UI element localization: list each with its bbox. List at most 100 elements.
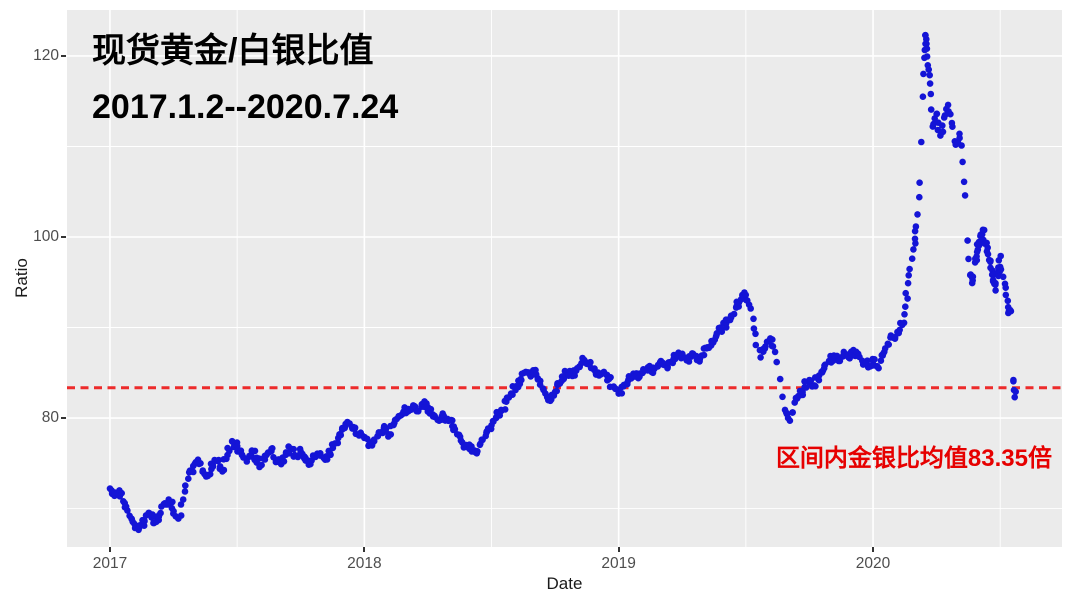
data-point	[999, 273, 1007, 281]
data-point	[961, 192, 969, 199]
data-point	[157, 509, 164, 517]
data-point	[177, 501, 185, 508]
data-point	[959, 158, 966, 166]
data-point	[960, 178, 968, 186]
data-point	[911, 235, 919, 243]
data-point	[206, 470, 214, 478]
data-point	[877, 357, 885, 365]
data-point	[992, 279, 999, 287]
plot-panel: 现货黄金/白银比值 2017.1.2--2020.7.24 区间内金银比均值83…	[67, 10, 1062, 547]
data-point	[411, 402, 418, 410]
data-point	[947, 110, 954, 118]
data-point	[747, 305, 754, 312]
data-point	[730, 310, 738, 318]
data-point	[251, 447, 259, 455]
x-axis-tick-label: 2017	[92, 555, 128, 572]
data-point	[233, 442, 241, 450]
data-point	[783, 409, 790, 417]
data-point	[912, 223, 920, 230]
data-point	[179, 496, 187, 503]
mean-line-annotation: 区间内金银比均值83.35倍	[775, 445, 1052, 472]
data-point	[896, 326, 903, 334]
data-point	[664, 364, 671, 372]
data-point	[587, 358, 594, 366]
y-axis-tick-label: 120	[33, 46, 59, 64]
data-point	[949, 123, 956, 130]
data-point	[923, 40, 930, 48]
y-axis-tick-label: 80	[41, 409, 59, 427]
data-point	[685, 358, 693, 365]
y-axis-tick-mark	[61, 417, 66, 420]
data-point	[1010, 378, 1017, 385]
data-point	[750, 315, 757, 323]
data-point	[773, 358, 780, 366]
data-point	[169, 498, 176, 506]
data-point	[118, 489, 125, 497]
data-point	[984, 250, 992, 258]
data-point	[920, 70, 927, 78]
x-axis-tick-label: 2018	[347, 555, 382, 572]
data-point	[337, 431, 345, 439]
data-point	[779, 393, 786, 401]
data-point	[742, 291, 750, 299]
data-point	[786, 417, 794, 425]
data-point	[997, 266, 1005, 273]
data-point	[906, 265, 913, 273]
data-point	[215, 456, 222, 464]
data-point	[904, 279, 912, 287]
data-point	[984, 244, 991, 251]
data-point	[939, 122, 946, 129]
chart-title: 现货黄金/白银比值	[92, 32, 374, 70]
data-point	[923, 45, 931, 52]
data-point	[875, 364, 882, 372]
data-point	[757, 354, 764, 361]
data-point	[926, 80, 934, 87]
data-point	[141, 517, 148, 525]
data-point	[776, 375, 784, 383]
data-point	[185, 475, 192, 483]
data-point	[918, 138, 925, 146]
data-point	[1011, 393, 1018, 401]
data-point	[518, 376, 525, 384]
data-point	[370, 437, 378, 445]
x-axis-tick-mark	[108, 547, 111, 552]
x-axis-tick-label: 2020	[855, 555, 891, 572]
data-point	[607, 374, 614, 381]
data-point	[885, 341, 892, 348]
data-point	[382, 426, 390, 433]
data-point	[919, 93, 927, 100]
data-point	[992, 287, 999, 294]
data-point	[997, 252, 1004, 260]
y-axis-tick-mark	[61, 236, 66, 238]
data-point	[1002, 284, 1009, 292]
x-axis-title: Date	[546, 574, 583, 593]
plot-canvas	[67, 10, 1062, 547]
data-point	[750, 325, 758, 332]
data-point	[980, 226, 988, 234]
data-point	[900, 319, 908, 327]
data-point	[1002, 291, 1010, 299]
data-point	[944, 101, 952, 109]
data-point	[910, 246, 917, 253]
data-point	[181, 488, 189, 495]
data-point	[427, 405, 435, 413]
data-point	[209, 463, 217, 470]
data-point	[965, 255, 972, 263]
data-point	[387, 431, 395, 438]
data-point	[618, 390, 626, 397]
data-point	[718, 328, 726, 336]
data-point	[923, 53, 931, 60]
x-axis-tick-mark	[363, 547, 366, 552]
chart-subtitle-date-range: 2017.1.2--2020.7.24	[92, 87, 399, 126]
data-point	[351, 424, 359, 432]
data-point	[802, 384, 810, 391]
data-point	[226, 447, 233, 455]
data-point	[927, 106, 935, 113]
data-point	[904, 295, 911, 302]
data-point	[934, 126, 942, 134]
data-point	[752, 330, 759, 338]
data-point	[925, 66, 932, 73]
data-point	[908, 255, 916, 262]
y-axis-tick-mark	[61, 54, 66, 57]
